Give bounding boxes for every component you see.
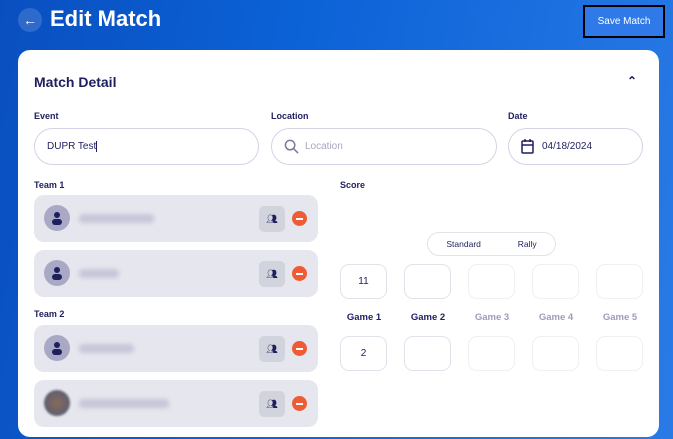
event-input[interactable]: DUPR Test <box>34 128 259 165</box>
game-label: Game 4 <box>538 312 574 323</box>
avatar <box>44 260 70 286</box>
scoring-mode-toggle: Standard Rally <box>427 232 556 256</box>
player-name-blurred <box>79 399 169 408</box>
partner-button[interactable]: 👥︎ <box>259 391 285 417</box>
team-1-label: Team 1 <box>34 180 65 190</box>
back-button[interactable]: ← <box>18 8 42 32</box>
user-icon <box>52 212 62 225</box>
game-label: Game 2 <box>410 312 446 323</box>
remove-player-button[interactable] <box>292 396 307 411</box>
player-row[interactable]: 👥︎ <box>34 380 318 427</box>
team1-game-score[interactable] <box>468 264 515 299</box>
card-title: Match Detail <box>34 74 117 90</box>
remove-player-button[interactable] <box>292 211 307 226</box>
partner-button[interactable]: 👥︎ <box>259 336 285 362</box>
player-row[interactable]: 👥︎ <box>34 250 318 297</box>
partner-button[interactable]: 👥︎ <box>259 206 285 232</box>
avatar <box>44 335 70 361</box>
match-detail-card <box>18 50 659 437</box>
player-row[interactable]: 👥︎ <box>34 325 318 372</box>
player-name-blurred <box>79 344 134 353</box>
save-match-button[interactable]: Save Match <box>583 5 665 38</box>
team2-game-score[interactable] <box>404 336 451 371</box>
team1-game-score[interactable]: 11 <box>340 264 387 299</box>
team2-game-score[interactable]: 2 <box>340 336 387 371</box>
remove-player-button[interactable] <box>292 266 307 281</box>
team2-game-score[interactable] <box>596 336 643 371</box>
player-row[interactable]: 👥︎ <box>34 195 318 242</box>
user-icon <box>52 342 62 355</box>
people-icon: 👥︎ <box>266 213 278 224</box>
people-icon: 👥︎ <box>266 343 278 354</box>
avatar <box>44 390 70 416</box>
team2-game-score[interactable] <box>532 336 579 371</box>
user-icon <box>52 267 62 280</box>
search-icon <box>284 139 299 154</box>
people-icon: 👥︎ <box>266 398 278 409</box>
people-icon: 👥︎ <box>266 268 278 279</box>
date-label: Date <box>508 111 528 121</box>
mode-standard[interactable]: Standard <box>446 239 481 249</box>
player-name-blurred <box>79 269 119 278</box>
team2-game-score[interactable] <box>468 336 515 371</box>
game-label: Game 5 <box>602 312 638 323</box>
player-name-blurred <box>79 214 154 223</box>
calendar-icon <box>521 139 534 154</box>
event-label: Event <box>34 111 59 121</box>
mode-rally[interactable]: Rally <box>517 239 537 249</box>
game-label: Game 3 <box>474 312 510 323</box>
arrow-left-icon: ← <box>23 12 37 28</box>
location-label: Location <box>271 111 309 121</box>
location-input[interactable]: Location <box>271 128 497 165</box>
partner-button[interactable]: 👥︎ <box>259 261 285 287</box>
team1-game-score[interactable] <box>404 264 451 299</box>
game-label: Game 1 <box>346 312 382 323</box>
date-input[interactable]: 04/18/2024 <box>508 128 643 165</box>
score-label: Score <box>340 180 366 190</box>
remove-player-button[interactable] <box>292 341 307 356</box>
team-2-label: Team 2 <box>34 309 65 319</box>
team1-game-score[interactable] <box>532 264 579 299</box>
team1-game-score[interactable] <box>596 264 643 299</box>
avatar <box>44 205 70 231</box>
page-title: Edit Match <box>50 6 162 31</box>
chevron-up-icon[interactable]: ⌃ <box>627 74 638 88</box>
